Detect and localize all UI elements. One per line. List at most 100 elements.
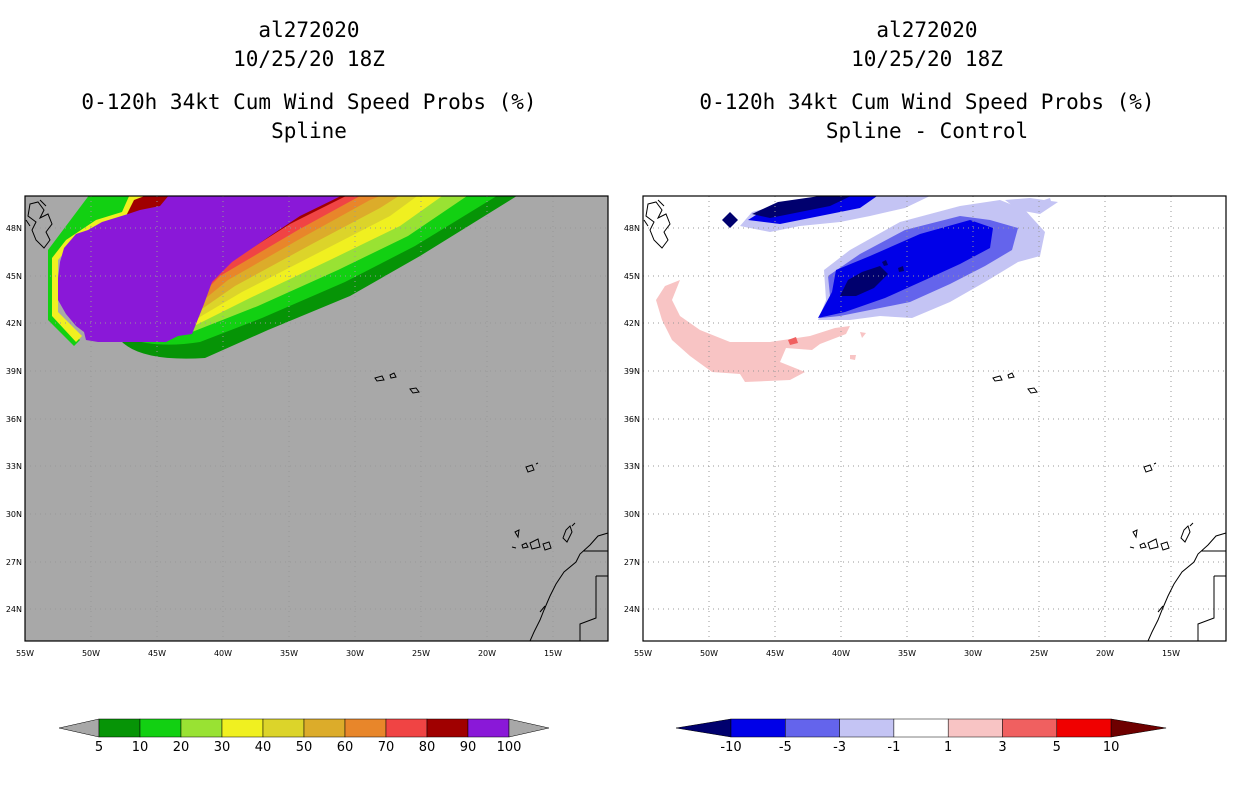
left-lat-label: 30N <box>6 510 22 519</box>
right-lon-label: 35W <box>898 649 916 658</box>
right-colorbar-label: -10 <box>720 740 741 755</box>
right-map: 48N 45N 42N 39N 36N 33N 30N 27N 24N 55W … <box>624 195 1227 658</box>
right-colorbar-over-arrow <box>1110 718 1167 738</box>
azores-east <box>409 387 420 394</box>
left-colorbar-label: 100 <box>497 740 522 755</box>
left-colorbar-label: 90 <box>460 740 477 755</box>
right-coastlines <box>643 199 1227 642</box>
left-colorbar-swatch <box>180 718 223 738</box>
prob-core-100 <box>58 196 341 342</box>
left-lon-label: 30W <box>346 649 364 658</box>
right-colorbar-swatch <box>839 718 895 738</box>
left-colorbar-swatch <box>262 718 305 738</box>
right-colorbar-label: -3 <box>833 740 846 755</box>
right-lat-label: 42N <box>624 319 640 328</box>
left-colorbar-swatch <box>426 718 469 738</box>
right-lat-label: 33N <box>624 462 640 471</box>
right-lon-labels: 55W 50W 45W 40W 35W 30W 25W 20W 15W <box>634 649 1180 658</box>
left-title: al272020 10/25/20 18Z 0-120h 34kt Cum Wi… <box>9 16 609 146</box>
diff-positive-light <box>656 280 850 382</box>
right-storm-id: al272020 <box>876 18 978 42</box>
right-colorbar-swatch <box>1002 718 1058 738</box>
left-colorbar-swatch <box>344 718 387 738</box>
right-gridlines <box>643 196 1226 641</box>
right-lon-label: 20W <box>1096 649 1114 658</box>
right-colorbar-under-arrow <box>675 718 732 738</box>
diff-north-max <box>752 196 851 218</box>
left-lon-label: 15W <box>544 649 562 658</box>
left-lat-label: 33N <box>6 462 22 471</box>
left-colorbar-label: 50 <box>296 740 313 755</box>
left-lon-label: 25W <box>412 649 430 658</box>
left-colorbar-swatch <box>98 718 141 738</box>
left-colorbar-over-arrow <box>508 718 550 738</box>
left-lat-label: 45N <box>6 272 22 281</box>
right-lat-label: 48N <box>624 224 640 233</box>
left-colorbar-label: 5 <box>95 740 103 755</box>
right-colorbar-label: -1 <box>887 740 900 755</box>
right-lat-label: 27N <box>624 558 640 567</box>
left-lon-label: 55W <box>16 649 34 658</box>
left-colorbar-swatch <box>139 718 182 738</box>
left-colorbar-label: 30 <box>214 740 231 755</box>
left-colorbar-label: 80 <box>419 740 436 755</box>
diff-negative-strong <box>818 220 993 318</box>
canary-islands <box>514 529 520 539</box>
left-lat-labels: 48N 45N 42N 39N 36N 33N 30N 27N 24N <box>6 224 22 614</box>
left-colorbar-swatch <box>385 718 428 738</box>
right-variant: Spline - Control <box>825 119 1029 143</box>
left-lat-label: 48N <box>6 224 22 233</box>
border-2 <box>579 575 608 641</box>
right-colorbar-swatch <box>947 718 1003 738</box>
madeira <box>525 464 535 473</box>
left-datetime: 10/25/20 18Z <box>233 47 385 71</box>
right-lon-label: 40W <box>832 649 850 658</box>
right-lat-label: 24N <box>624 605 640 614</box>
left-lat-label: 24N <box>6 605 22 614</box>
left-lon-label: 45W <box>148 649 166 658</box>
right-lon-label: 45W <box>766 649 784 658</box>
left-map-frame <box>24 195 609 642</box>
right-colorbar-swatch <box>893 718 949 738</box>
prob-rim-green <box>48 196 130 346</box>
left-colorbar-label: 70 <box>378 740 395 755</box>
right-product: 0-120h 34kt Cum Wind Speed Probs (%) <box>699 90 1155 114</box>
left-colorbar-label: 20 <box>173 740 190 755</box>
diff-positive-medium <box>788 337 798 345</box>
left-colorbar-label: 40 <box>255 740 272 755</box>
left-lon-label: 20W <box>478 649 496 658</box>
left-colorbar-swatch <box>303 718 346 738</box>
right-title: al272020 10/25/20 18Z 0-120h 34kt Cum Wi… <box>627 16 1227 146</box>
right-difference-field <box>656 196 1058 382</box>
left-map: 48N 45N 42N 39N 36N 33N 30N 27N 24N 55W … <box>6 195 609 658</box>
right-colorbar-swatch <box>730 718 786 738</box>
right-lon-label: 15W <box>1162 649 1180 658</box>
left-colorbar-swatch <box>221 718 264 738</box>
right-colorbar-label: -5 <box>779 740 792 755</box>
left-lat-label: 27N <box>6 558 22 567</box>
left-lon-label: 35W <box>280 649 298 658</box>
left-product: 0-120h 34kt Cum Wind Speed Probs (%) <box>81 90 537 114</box>
right-lon-label: 55W <box>634 649 652 658</box>
diff-north-isolated <box>722 212 738 228</box>
diff-north-strong <box>748 196 878 224</box>
right-colorbar-label: 5 <box>1053 740 1061 755</box>
right-lat-label: 45N <box>624 272 640 281</box>
newfoundland-outline <box>27 201 53 249</box>
right-colorbar-label: 3 <box>998 740 1006 755</box>
left-probability-field <box>48 196 517 359</box>
right-colorbar-swatch <box>785 718 840 738</box>
right-colorbar-swatch <box>1056 718 1112 738</box>
left-lon-labels: 55W 50W 45W 40W 35W 30W 25W 20W 15W <box>16 649 562 658</box>
right-map-frame <box>642 195 1227 642</box>
right-lat-label: 36N <box>624 415 640 424</box>
right-colorbar: -10 -5 -3 -1 1 3 5 10 <box>675 718 1167 755</box>
right-lat-labels: 48N 45N 42N 39N 36N 33N 30N 27N 24N <box>624 224 640 614</box>
left-colorbar-label: 60 <box>337 740 354 755</box>
right-lon-label: 50W <box>700 649 718 658</box>
right-lon-label: 25W <box>1030 649 1048 658</box>
right-lon-label: 30W <box>964 649 982 658</box>
left-colorbar-under-arrow <box>58 718 100 738</box>
right-lat-label: 30N <box>624 510 640 519</box>
